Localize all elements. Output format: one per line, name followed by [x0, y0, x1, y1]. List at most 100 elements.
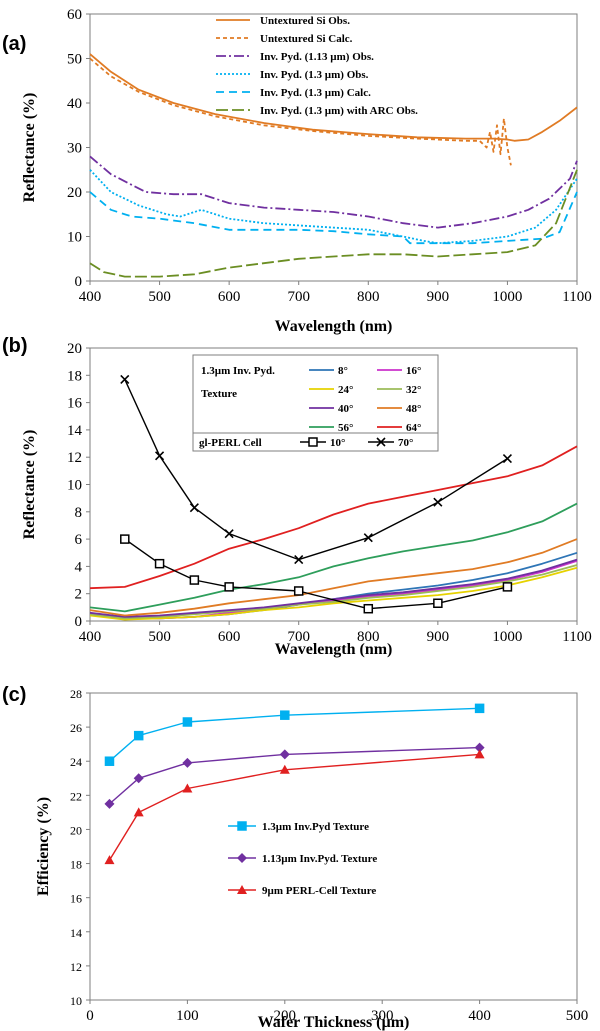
data-point — [182, 717, 193, 727]
x-tick-label: 800 — [357, 629, 380, 645]
data-point — [363, 603, 374, 614]
plot-frame — [89, 692, 578, 1001]
y-axis-label: Reflectance (%) — [21, 430, 38, 540]
legend-title: gl-PERL Cell — [199, 437, 262, 449]
chart-panel-b: (b) 0 2 4 6 8 10 12 14 16 18 20 400 500 600 700 800 900 10… — [2, 335, 592, 658]
legend-entry: 48° — [406, 403, 421, 415]
data-point — [474, 703, 485, 714]
x-tick-label: 400 — [79, 289, 102, 305]
series-line — [124, 379, 508, 561]
legend-entry: Inv. Pyd. (1.3 µm) Obs. — [260, 69, 369, 81]
x-axis-label: Wafer Thickness (µm) — [258, 1014, 410, 1031]
legend-entry: 64° — [406, 422, 421, 434]
data-point — [104, 855, 115, 865]
legend-marker — [237, 853, 247, 863]
y-tick-label: 18 — [67, 368, 82, 384]
legend-entry: 40° — [338, 403, 353, 415]
series-64 — [89, 445, 578, 590]
x-tick-label: 300 — [371, 1008, 394, 1024]
x-tick-label: 600 — [218, 289, 241, 305]
data-point — [154, 558, 165, 569]
x-tick-label: 500 — [148, 289, 171, 305]
panel-label: (b) — [2, 335, 28, 357]
legend: Untextured Si Obs. Untextured Si Calc. Inv… — [216, 15, 418, 117]
series-line — [89, 502, 578, 613]
data-point — [133, 807, 144, 817]
x-tick-label: 900 — [427, 629, 450, 645]
y-axis-label: Reflectance (%) — [21, 93, 38, 203]
legend-entry: 56° — [338, 422, 353, 434]
y-tick-label: 4 — [75, 559, 83, 575]
data-point — [294, 555, 304, 565]
x-tick-label: 500 — [148, 629, 171, 645]
legend-entry: 70° — [398, 437, 413, 449]
y-tick-label: 10 — [70, 994, 82, 1008]
legend-title: 1.3µm Inv. Pyd. — [201, 365, 275, 377]
data-point — [502, 582, 513, 592]
series-line — [109, 746, 480, 805]
series-untextured-si-obs — [89, 53, 578, 142]
x-tick-label: 1100 — [562, 289, 591, 305]
series-1-3-m-inv-pyd-texture — [104, 703, 485, 766]
legend-marker — [376, 437, 386, 447]
series-untextured-si-calc — [89, 57, 512, 166]
series-inv-pyd-1-3-m-obs — [89, 169, 578, 245]
x-axis-label: Wavelength (nm) — [275, 641, 393, 658]
legend-entry: Untextured Si Obs. — [260, 15, 350, 27]
x-tick-label: 100 — [176, 1008, 199, 1024]
y-tick-label: 2 — [75, 587, 83, 603]
series-line — [89, 538, 578, 617]
series-line — [89, 564, 578, 620]
series-line — [89, 191, 578, 245]
y-tick-label: 22 — [70, 789, 82, 803]
data-point — [502, 453, 512, 464]
legend-entry: 16° — [406, 365, 421, 377]
x-tick-label: 1000 — [492, 629, 522, 645]
y-tick-label: 10 — [67, 478, 82, 494]
legend-entry: Untextured Si Calc. — [260, 33, 353, 45]
y-tick-label: 14 — [70, 926, 82, 940]
x-axis-label: Wavelength (nm) — [275, 318, 393, 335]
data-point — [104, 798, 115, 809]
series-inv-pyd-1-3-m-calc — [89, 191, 578, 245]
legend-box-top — [192, 354, 439, 434]
x-tick-label: 0 — [86, 1008, 94, 1024]
legend-marker — [237, 885, 247, 894]
y-tick-label: 26 — [70, 721, 82, 735]
legend-entry: 32° — [406, 384, 421, 396]
data-point — [474, 742, 485, 753]
y-tick-label: 0 — [75, 614, 83, 630]
series-line — [89, 566, 578, 621]
data-point — [433, 497, 443, 507]
series-10 — [120, 534, 513, 614]
chart-panel-c: (c) 10 12 14 16 18 20 22 24 26 28 0 100 200 300 400 500 W… — [2, 684, 588, 1031]
data-point — [474, 749, 485, 759]
series-line — [124, 538, 508, 610]
y-tick-label: 18 — [70, 858, 82, 872]
data-point — [433, 598, 443, 609]
y-tick-label: 8 — [75, 505, 83, 521]
x-tick-label: 700 — [287, 289, 310, 305]
y-axis-label: Efficiency (%) — [35, 797, 52, 896]
x-tick-label: 900 — [427, 289, 450, 305]
y-tick-label: 14 — [67, 423, 83, 439]
data-point — [182, 757, 193, 768]
series-line — [89, 57, 512, 166]
legend-entry: 1.3µm Inv.Pyd Texture — [262, 821, 369, 833]
series-24 — [89, 566, 578, 621]
y-tick-label: 12 — [67, 450, 82, 466]
legend-entry: 1.13µm Inv.Pyd. Texture — [262, 853, 377, 865]
y-tick-label: 24 — [70, 755, 82, 769]
data-point — [104, 756, 115, 766]
series-inv-pyd-1-13-m-obs — [89, 155, 578, 229]
series-70 — [120, 374, 512, 565]
data-point — [182, 783, 193, 793]
legend-entry: 10° — [330, 437, 345, 449]
legend-marker — [308, 437, 318, 447]
x-tick-label: 200 — [274, 1008, 297, 1024]
x-tick-label: 1100 — [562, 629, 591, 645]
legend-entry: 9µm PERL-Cell Texture — [262, 885, 376, 897]
data-point — [155, 451, 165, 461]
series-56 — [89, 502, 578, 613]
